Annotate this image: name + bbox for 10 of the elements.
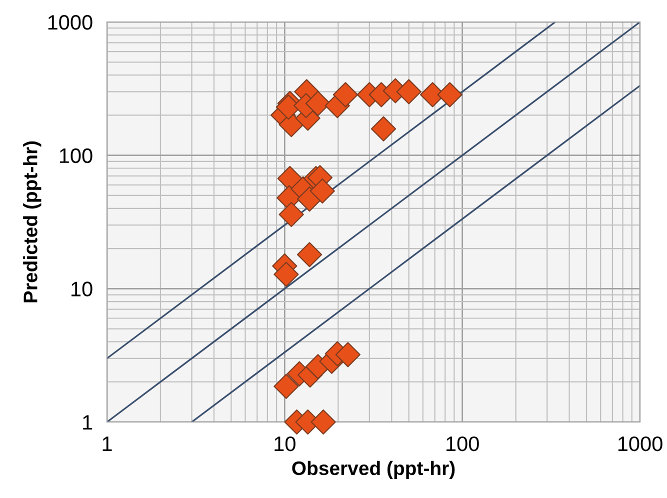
x-tick-label: 1000 <box>618 436 662 452</box>
x-tick-label: 1 <box>102 436 112 451</box>
x-axis-title: Observed (ppt-hr) <box>292 460 455 479</box>
y-tick-label: 1 <box>83 415 92 430</box>
y-axis-title: Predicted (ppt-hr) <box>23 141 42 302</box>
x-tick-label: 100 <box>446 436 479 452</box>
x-tick-label: 10 <box>274 436 296 452</box>
y-tick-label: 100 <box>60 148 92 164</box>
y-tick-label: 10 <box>72 282 92 296</box>
y-tick-label: 1000 <box>48 15 92 30</box>
